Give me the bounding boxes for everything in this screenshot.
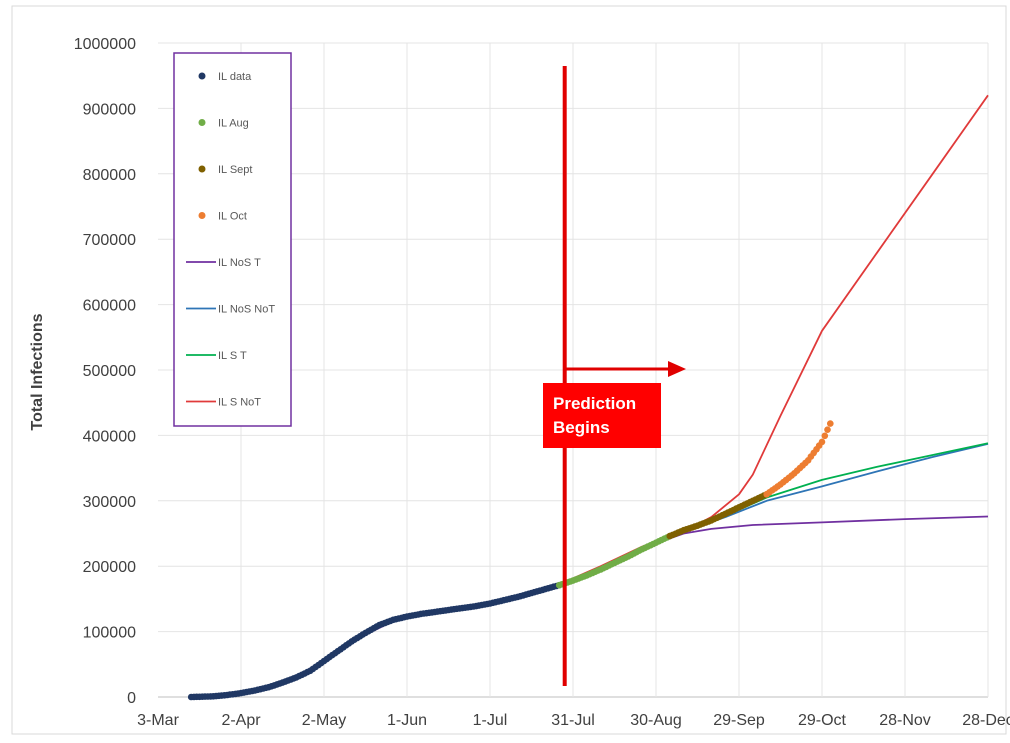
- legend-marker: [198, 72, 206, 80]
- data-point: [824, 426, 831, 434]
- x-tick-label: 2-Apr: [221, 712, 261, 729]
- x-tick-label: 28-Nov: [879, 712, 931, 729]
- x-tick-label: 1-Jul: [473, 712, 508, 729]
- x-tick-label: 3-Mar: [137, 712, 179, 729]
- y-axis-label: Total Infections: [29, 313, 46, 430]
- series-points: [187, 420, 834, 701]
- x-tick-label: 29-Sep: [713, 712, 765, 729]
- legend-box: [173, 52, 292, 427]
- y-tick-label: 600000: [83, 298, 136, 315]
- x-tick-label: 1-Jun: [387, 712, 427, 729]
- legend-marker: [198, 212, 206, 219]
- y-tick-label: 700000: [83, 232, 136, 249]
- prediction-label-line2: Begins: [553, 418, 610, 437]
- data-point: [827, 420, 834, 427]
- y-tick-label: 0: [127, 690, 136, 707]
- legend-marker: [198, 165, 206, 173]
- y-tick-label: 300000: [83, 494, 136, 511]
- x-tick-label: 31-Jul: [551, 712, 595, 729]
- prediction-label-box: [543, 383, 661, 448]
- y-tick-label: 1000000: [74, 36, 136, 53]
- data-point: [821, 432, 829, 440]
- data-point: [818, 438, 826, 446]
- legend-label: IL Aug: [218, 118, 249, 130]
- legend-label: IL NoS T: [218, 257, 261, 269]
- legend: IL data IL Aug IL Sept IL Oct IL NoS T IL NoS…: [173, 52, 292, 427]
- x-tick-labels: 3-Mar 2-Apr 2-May 1-Jun 1-Jul 31-Jul 30-Aug 29-…: [137, 712, 1010, 729]
- legend-label: IL Sept: [218, 164, 252, 176]
- legend-label: IL S NoT: [218, 397, 261, 409]
- x-tick-label: 28-Dec: [962, 712, 1010, 729]
- y-tick-labels: 0 100000 200000 300000 400000 500000 600000 700…: [74, 36, 136, 707]
- prediction-label-line1: Prediction: [553, 394, 636, 413]
- legend-label: IL data: [218, 71, 252, 83]
- y-tick-label: 500000: [83, 363, 136, 380]
- y-tick-label: 100000: [83, 625, 136, 642]
- y-tick-label: 400000: [83, 428, 136, 445]
- legend-marker: [198, 119, 206, 126]
- prediction-annotation: Prediction Begins: [543, 66, 686, 686]
- gridlines: [158, 42, 989, 698]
- y-tick-label: 800000: [83, 167, 136, 184]
- legend-label: IL Oct: [218, 211, 247, 223]
- y-tick-label: 200000: [83, 559, 136, 576]
- x-tick-label: 2-May: [302, 712, 346, 729]
- legend-label: IL S T: [218, 350, 247, 362]
- legend-label: IL NoS NoT: [218, 304, 275, 316]
- x-tick-label: 30-Aug: [630, 712, 682, 729]
- y-tick-label: 900000: [83, 101, 136, 118]
- x-tick-label: 29-Oct: [798, 712, 847, 729]
- prediction-arrow-head: [668, 361, 686, 377]
